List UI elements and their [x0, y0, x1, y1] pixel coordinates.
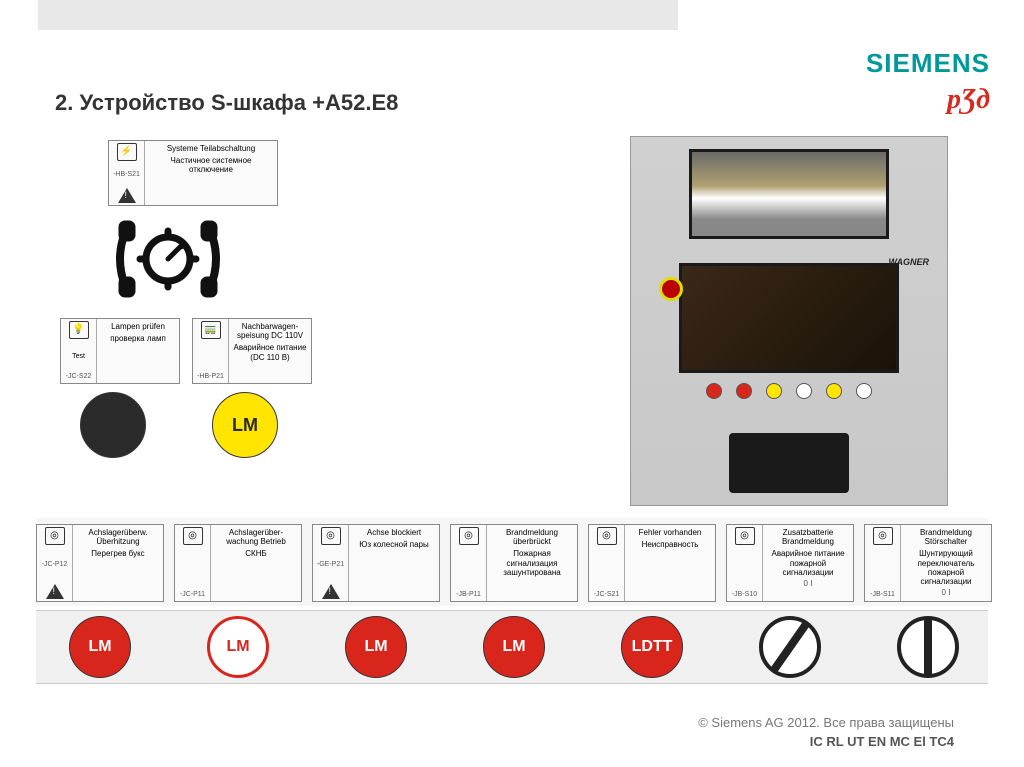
indicator-dot [796, 383, 812, 399]
label-ru: Юз колесной пары [353, 540, 435, 549]
lightning-icon: ⚡ [117, 143, 137, 161]
rotary-switch[interactable] [897, 616, 959, 678]
button-cell: LM [174, 616, 302, 678]
page-title: 2. Устройство S-шкафа +A52.E8 [55, 90, 398, 116]
label-glyph-icon: ◎ [321, 527, 341, 545]
label-de: Achslagerüber-wachung Betrieb [215, 528, 297, 546]
copyright: © Siemens AG 2012. Все права защищены [698, 715, 954, 730]
switch-0-1-label: 0 I [905, 588, 987, 597]
rotary-switch-diagram [108, 216, 228, 302]
indicator-lamp[interactable]: LDTT [621, 616, 683, 678]
label-ru: Неисправность [629, 540, 711, 549]
indicator-lamp[interactable]: LM [69, 616, 131, 678]
label-code: -JC-P11 [180, 591, 205, 599]
label-ru: Аварийное питание пожарной сигнализации [767, 549, 849, 577]
siemens-logo: SIEMENS [866, 48, 990, 79]
label-de: Zusatzbatterie Brandmeldung [767, 528, 849, 546]
header-gray-bar [38, 0, 678, 30]
label-ru: Перегрев букс [77, 549, 159, 558]
cabinet-photo: WAGNER [630, 136, 948, 506]
bottom-label-card: ◎ -JB-S11 Brandmeldung Störschalter Шунтиру… [864, 524, 992, 602]
warning-icon [46, 584, 64, 599]
label-de: Systeme Teilabschaltung [149, 144, 273, 153]
label-ru: Пожарная сигнализация зашунтирована [491, 549, 573, 577]
bulb-icon: 💡 [69, 321, 89, 339]
label-system-partial-shutdown: ⚡ -HB-S21 Systeme Teilabschaltung Частич… [108, 140, 278, 206]
label-de: Fehler vorhanden [629, 528, 711, 537]
label-de: Achslagerüberw. Überhitzung [77, 528, 159, 546]
indicator-dot [766, 383, 782, 399]
touch-screen[interactable] [679, 263, 899, 373]
bottom-label-card: ◎ -JC-P11 Achslagerüber-wachung Betrieb СКН… [174, 524, 302, 602]
button-cell: LDTT [588, 616, 716, 678]
label-glyph-icon: ◎ [873, 527, 893, 545]
button-cell: LM [450, 616, 578, 678]
bottom-label-row: ◎ -JC-P12 Achslagerüberw. Überhitzung Перег… [36, 524, 992, 602]
icon-text: Test [72, 353, 85, 361]
switch-0-1-label: 0 I [767, 579, 849, 588]
black-push-button[interactable] [80, 392, 146, 458]
label-glyph-icon: ◎ [735, 527, 755, 545]
button-cell: LM [36, 616, 164, 678]
indicator-lamp[interactable]: LM [345, 616, 407, 678]
label-ru: Аварийное питание (DC 110 В) [233, 343, 307, 361]
warning-icon [322, 584, 340, 599]
label-code: -JC-P12 [42, 561, 68, 569]
emergency-stop-button[interactable] [659, 277, 683, 301]
indicator-lamp[interactable]: LM [207, 616, 269, 678]
mid-button-row: LM [80, 392, 278, 458]
label-ru: Шунтирующий переключатель пожарной сигна… [905, 549, 987, 586]
label-ru: СКНБ [215, 549, 297, 558]
label-de: Lampen prüfen [101, 322, 175, 331]
label-lamp-test: 💡 Test -JC-S22 Lampen prüfen проверка ла… [60, 318, 180, 384]
indicator-row [631, 383, 947, 399]
indicator-dot [856, 383, 872, 399]
label-glyph-icon: ◎ [45, 527, 65, 545]
yellow-lm-lamp[interactable]: LM [212, 392, 278, 458]
label-glyph-icon: ◎ [183, 527, 203, 545]
label-code: -GE-P21 [317, 561, 344, 569]
label-de: Nachbarwagen-speisung DC 110V [233, 322, 307, 340]
label-code: -JB-S11 [870, 591, 895, 599]
indicator-dot [706, 383, 722, 399]
warning-icon [118, 188, 136, 203]
bottom-label-card: ◎ -GE-P21 Achse blockiert Юз колесной пары [312, 524, 440, 602]
mid-label-row: 💡 Test -JC-S22 Lampen prüfen проверка ла… [60, 318, 312, 384]
footer: © Siemens AG 2012. Все права защищены IC… [698, 715, 954, 749]
upper-display [689, 149, 889, 239]
footer-code: IC RL UT EN MC El TC4 [698, 734, 954, 749]
wagon-icon: 🚃 [201, 321, 221, 339]
bottom-label-card: ◎ -JC-S21 Fehler vorhanden Неисправность [588, 524, 716, 602]
wagner-brand: WAGNER [889, 257, 930, 267]
label-glyph-icon: ◎ [597, 527, 617, 545]
button-cell [864, 616, 992, 678]
bottom-label-card: ◎ -JB-P11 Brandmeldung überbrückt Пожарная … [450, 524, 578, 602]
indicator-dot [826, 383, 842, 399]
label-neighbour-supply: 🚃 -HB-P21 Nachbarwagen-speisung DC 110V … [192, 318, 312, 384]
indicator-lamp[interactable]: LM [483, 616, 545, 678]
rotary-switch[interactable] [759, 616, 821, 678]
label-glyph-icon: ◎ [459, 527, 479, 545]
bottom-label-card: ◎ -JC-P12 Achslagerüberw. Überhitzung Перег… [36, 524, 164, 602]
label-de: Achse blockiert [353, 528, 435, 537]
label-ru: проверка ламп [101, 334, 175, 343]
button-cell: LM [312, 616, 440, 678]
bottom-label-card: ◎ -JB-S10 Zusatzbatterie Brandmeldung Авари… [726, 524, 854, 602]
label-de: Brandmeldung Störschalter [905, 528, 987, 546]
label-code: -JB-P11 [456, 591, 481, 599]
rzd-logo: рƷд [947, 84, 990, 116]
bottom-button-row: LM LM LM LM LDTT [36, 616, 992, 678]
button-cell [726, 616, 854, 678]
keypad[interactable] [729, 433, 849, 493]
label-code: -HB-S21 [113, 171, 140, 179]
label-code: -HB-P21 [197, 373, 224, 381]
label-code: -JC-S22 [66, 373, 92, 381]
label-de: Brandmeldung überbrückt [491, 528, 573, 546]
label-ru: Частичное системное отключение [149, 156, 273, 174]
indicator-dot [736, 383, 752, 399]
label-code: -JB-S10 [732, 591, 757, 599]
label-code: -JC-S21 [594, 591, 620, 599]
